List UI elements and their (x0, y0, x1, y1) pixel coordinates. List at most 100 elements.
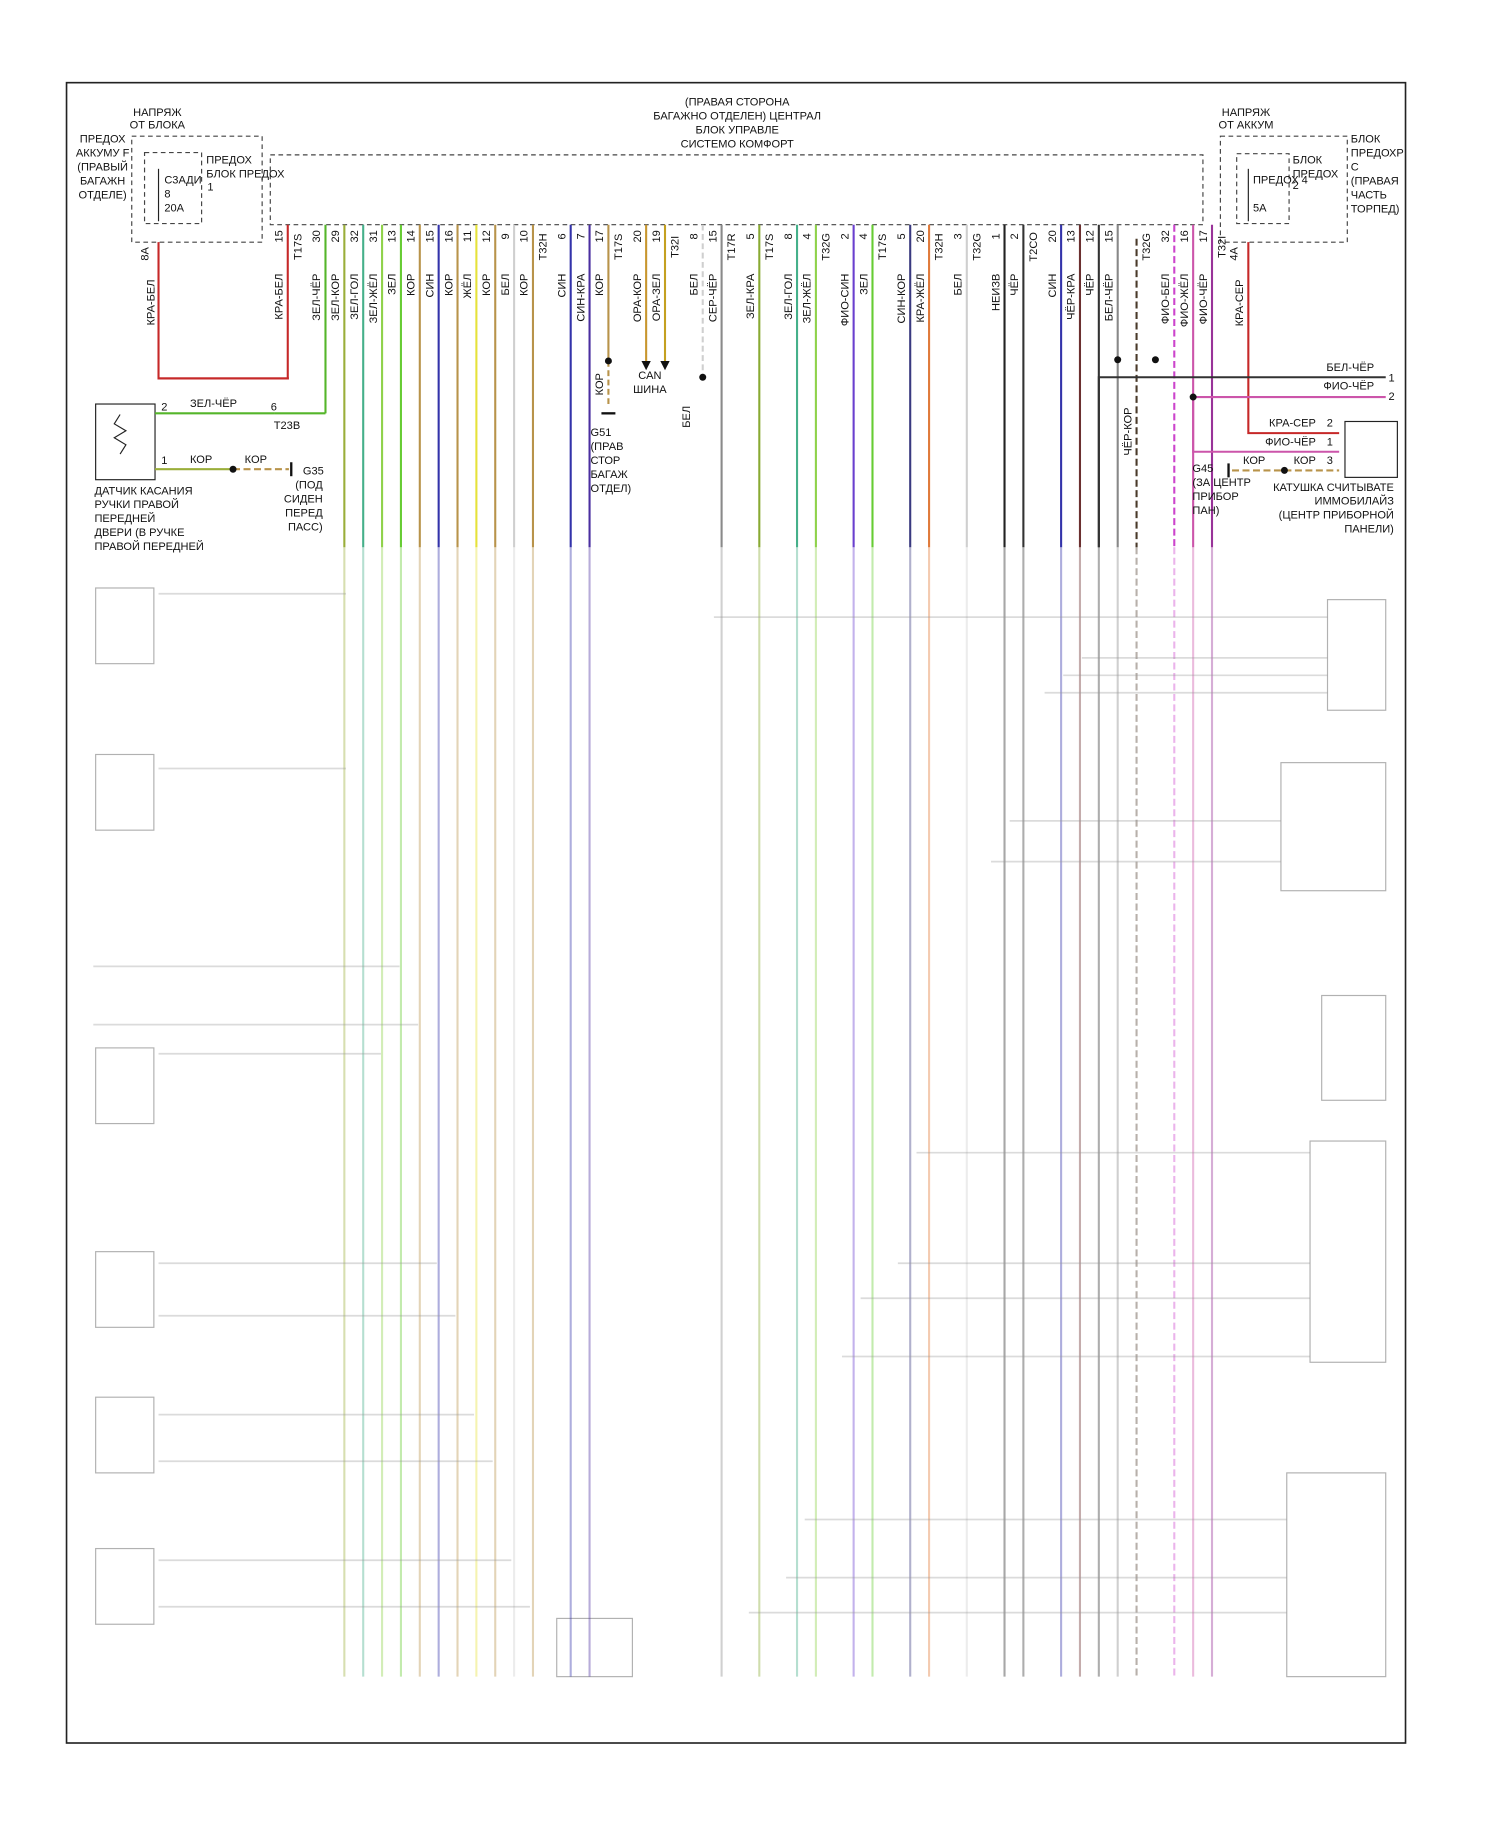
location-label: ПРЕДОХР (1351, 148, 1404, 160)
module-title: (ПРАВАЯ СТОРОНА (685, 96, 790, 108)
wire-label: ЗЕЛ-ГОЛ (349, 274, 361, 320)
pin-label: 17 (594, 230, 606, 242)
pin-label: 8A (140, 246, 152, 260)
fuse-block-label: ПРЕДОХ (80, 134, 126, 146)
wire-label: ФИО-ЧЁР (1198, 274, 1210, 325)
pin-label: 4A (1228, 246, 1240, 260)
fuse-block-label: БАГАЖН (80, 176, 125, 188)
fuse-label: ПРЕДОХ 4 (1253, 174, 1308, 186)
right-fuse-inner (1236, 153, 1290, 225)
wire-label: ЗЕЛ-ГОЛ (783, 274, 795, 320)
ground-label: (ПОД (295, 479, 323, 491)
pin-label: 13 (387, 230, 399, 242)
component-label: ПАНЕЛИ) (1344, 524, 1394, 536)
pin-label: 15 (1103, 230, 1115, 242)
pin-label: 1 (207, 181, 213, 193)
connector-label: T32H (934, 233, 946, 260)
pin-label: 32 (349, 230, 361, 242)
splice-dot (604, 357, 612, 365)
wire-label: ЧЁР (1009, 274, 1021, 296)
pin-label: 30 (311, 230, 323, 242)
wire-label: КРА-БЕЛ (274, 274, 286, 320)
connector-label: T17S (764, 234, 776, 260)
lower-blurred-components (95, 587, 1387, 1678)
ground-label: БАГАЖ (590, 469, 628, 481)
component-box (1326, 599, 1387, 711)
wire-label: КРА-БЕЛ (145, 279, 157, 325)
pin-label: 2 (1009, 233, 1021, 239)
connector-label: T17S (877, 234, 889, 260)
wire-label: ФИО-БЕЛ (1160, 274, 1172, 324)
wire-label: КРА-ЖЁЛ (915, 274, 927, 323)
pin-label: 9 (500, 233, 512, 239)
wire-label: НЕИЗВ (990, 274, 1002, 311)
location-label: С (1351, 162, 1359, 174)
can-label: CAN (638, 370, 661, 382)
component-box (1286, 1472, 1387, 1678)
arrow (660, 360, 670, 371)
connector-label: T32H (538, 233, 550, 260)
wire-label: ЧЁР (1085, 274, 1097, 296)
pin-label: 14 (406, 230, 418, 242)
connector-label: T17S (613, 234, 625, 260)
wire-label: ФИО-ЧЁР (1323, 380, 1374, 392)
wire-label: КРА-СЕР (1234, 279, 1246, 326)
component-box (95, 1047, 155, 1125)
ground-label: ПАСС) (288, 521, 323, 533)
wire-label: ЗЕЛ-КОР (330, 274, 342, 321)
fuse-label: 20A (164, 202, 184, 214)
fuse-label: 8 (164, 188, 170, 200)
fuse-block-label: ОТДЕЛЕ) (79, 190, 127, 202)
module-box (269, 154, 1204, 226)
wire-label: ЗЕЛ-ЖЁЛ (802, 274, 814, 324)
left-fuse-box (131, 135, 263, 243)
wire-label: ЗЕЛ-ЖЁЛ (368, 274, 380, 324)
pin-label: 1 (1327, 436, 1333, 448)
wire-label: БЕЛ (500, 274, 512, 296)
splice-dot (229, 465, 237, 473)
wire-label: КРА-СЕР (1269, 418, 1316, 430)
pin-label: 2 (1388, 391, 1394, 403)
pin-label: 1 (161, 455, 167, 467)
component-box (95, 753, 155, 831)
fuse-label: C3АДИ (164, 174, 201, 186)
right-fuse-box (1219, 135, 1348, 243)
pin-label: 13 (1066, 230, 1078, 242)
wire-label: КОР (190, 454, 212, 466)
pin-label: 2 (1327, 418, 1333, 430)
connector-label: T17R (726, 233, 738, 260)
location-label: БЛОК (1351, 134, 1381, 146)
pin-label: 19 (651, 230, 663, 242)
block-label: ПРЕДОХ (206, 155, 252, 167)
location-label: (ПРАВАЯ (1351, 176, 1399, 188)
location-label: ЧАСТЬ (1351, 190, 1387, 202)
pin-label: 12 (1085, 230, 1097, 242)
pin-label: 1 (990, 233, 1002, 239)
ground-label: ОТДЕЛ) (590, 483, 631, 495)
component-box (95, 1396, 155, 1474)
pin-label: 3 (953, 233, 965, 239)
pin-label: 1 (1388, 372, 1394, 384)
pin-label: 7 (575, 233, 587, 239)
wire (1097, 376, 1386, 548)
pin-label: 8 (783, 233, 795, 239)
connector-label: T32G (971, 233, 983, 261)
wire-label: КОР (481, 274, 493, 296)
block-label: БЛОК (1293, 155, 1323, 167)
pin-label: 11 (462, 231, 474, 242)
wire-label: ЧЁР-КРА (1066, 273, 1078, 320)
wire (1247, 242, 1340, 435)
pin-label: 20 (1047, 230, 1059, 242)
connector-label: T2CO (1028, 232, 1040, 262)
immobilizer-coil-box (1344, 420, 1398, 478)
pin-label: 15 (707, 230, 719, 242)
connector-label: 6 (271, 401, 277, 413)
pin-label: 12 (481, 230, 493, 242)
pin-label: 20 (632, 230, 644, 242)
supply-label: ОТ АККУМ (1219, 120, 1274, 132)
door-sensor-box (95, 403, 156, 481)
arrow (641, 360, 651, 371)
component-box (95, 587, 155, 665)
